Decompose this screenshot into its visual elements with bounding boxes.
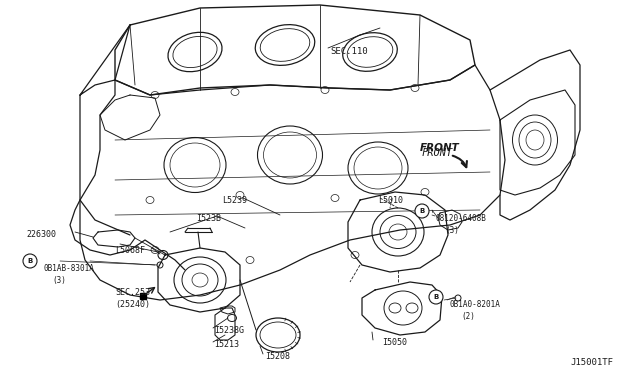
Text: (3): (3) (445, 226, 459, 235)
Text: B: B (419, 208, 424, 214)
Text: 0B1AB-8301A: 0B1AB-8301A (43, 264, 94, 273)
Text: SEC.253: SEC.253 (115, 288, 150, 297)
Text: 08120-6408B: 08120-6408B (436, 214, 487, 223)
Text: L5068F: L5068F (115, 246, 145, 255)
Text: (25240): (25240) (115, 300, 150, 309)
Text: FRONT: FRONT (420, 143, 460, 153)
Text: I523B: I523B (196, 214, 221, 223)
Text: I5208: I5208 (265, 352, 290, 361)
Text: L5239: L5239 (222, 196, 247, 205)
Circle shape (415, 204, 429, 218)
Text: I5238G: I5238G (214, 326, 244, 335)
Text: (2): (2) (461, 312, 475, 321)
Text: (3): (3) (52, 276, 66, 285)
Text: 226300: 226300 (26, 230, 56, 239)
Text: 0B1A0-8201A: 0B1A0-8201A (450, 300, 501, 309)
Text: I5050: I5050 (382, 338, 407, 347)
Text: J15001TF: J15001TF (570, 358, 613, 367)
Circle shape (23, 254, 37, 268)
Text: SEC.110: SEC.110 (330, 47, 367, 56)
Text: I5213: I5213 (214, 340, 239, 349)
Text: B: B (433, 294, 438, 300)
Text: B: B (28, 258, 33, 264)
Text: L5010: L5010 (378, 196, 403, 205)
Circle shape (429, 290, 443, 304)
Text: FRONT: FRONT (422, 148, 453, 158)
